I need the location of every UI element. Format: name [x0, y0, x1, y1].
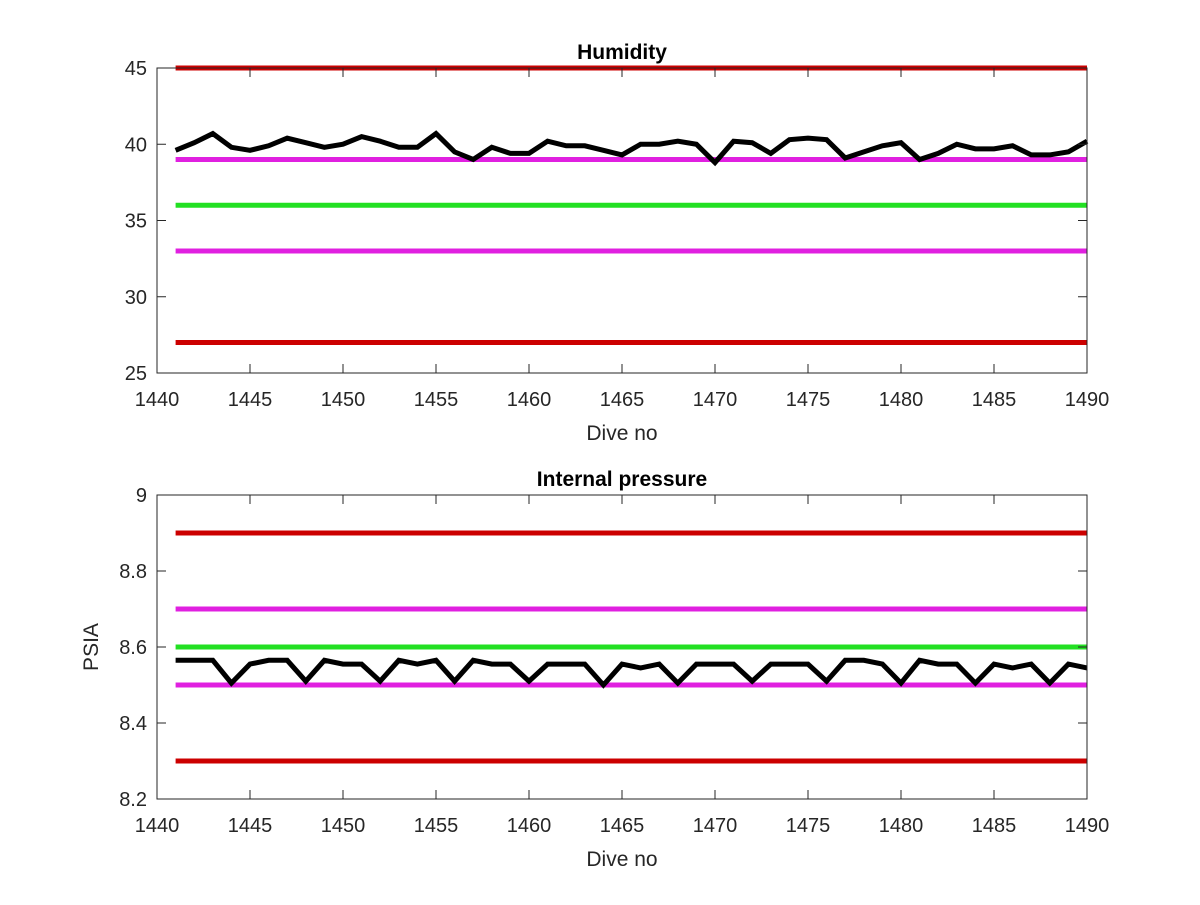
y-tick-label: 45: [125, 58, 147, 80]
x-tick-label: 1490: [1065, 389, 1110, 411]
chart-title: Internal pressure: [537, 468, 707, 491]
x-tick-label: 1450: [321, 815, 366, 837]
x-tick-label: 1460: [507, 389, 552, 411]
x-tick-label: 1445: [228, 389, 273, 411]
x-tick-label: 1465: [600, 389, 645, 411]
y-tick-label: 35: [125, 211, 147, 233]
chart-title: Humidity: [577, 41, 667, 64]
x-axis-label: Dive no: [586, 422, 657, 445]
x-tick-label: 1445: [228, 815, 273, 837]
x-tick-label: 1440: [135, 389, 180, 411]
y-tick-label: 8.8: [119, 561, 147, 583]
chart-panel-0: 1440 1445 1450 1455 1460 1465 1470 1475 1480 1485…: [125, 41, 1110, 445]
x-tick-label: 1470: [693, 389, 738, 411]
x-tick-label: 1470: [693, 815, 738, 837]
y-tick-label: 8.6: [119, 637, 147, 659]
series-line-0: [174, 130, 1089, 167]
x-tick-label: 1465: [600, 815, 645, 837]
x-tick-label: 1440: [135, 815, 180, 837]
y-tick-label: 40: [125, 134, 147, 156]
plot-area: [157, 68, 1087, 373]
y-tick-label: 8.4: [119, 713, 147, 735]
x-tick-label: 1485: [972, 815, 1017, 837]
chart-panel-1: 1440 1445 1450 1455 1460 1465 1470 1475 1480 1485…: [80, 468, 1109, 871]
x-tick-label: 1480: [879, 389, 924, 411]
y-tick-label: 8.2: [119, 789, 147, 811]
x-tick-label: 1450: [321, 389, 366, 411]
x-tick-label: 1475: [786, 389, 831, 411]
x-tick-label: 1455: [414, 389, 459, 411]
x-tick-label: 1455: [414, 815, 459, 837]
y-tick-label: 25: [125, 363, 147, 385]
series-line-0: [175, 657, 1088, 689]
y-tick-label: 9: [136, 485, 147, 507]
x-tick-label: 1485: [972, 389, 1017, 411]
x-tick-label: 1490: [1065, 815, 1110, 837]
y-tick-label: 30: [125, 287, 147, 309]
x-tick-label: 1460: [507, 815, 552, 837]
x-tick-label: 1475: [786, 815, 831, 837]
x-axis-label: Dive no: [586, 848, 657, 871]
x-tick-label: 1480: [879, 815, 924, 837]
y-axis-label: PSIA: [80, 623, 103, 671]
